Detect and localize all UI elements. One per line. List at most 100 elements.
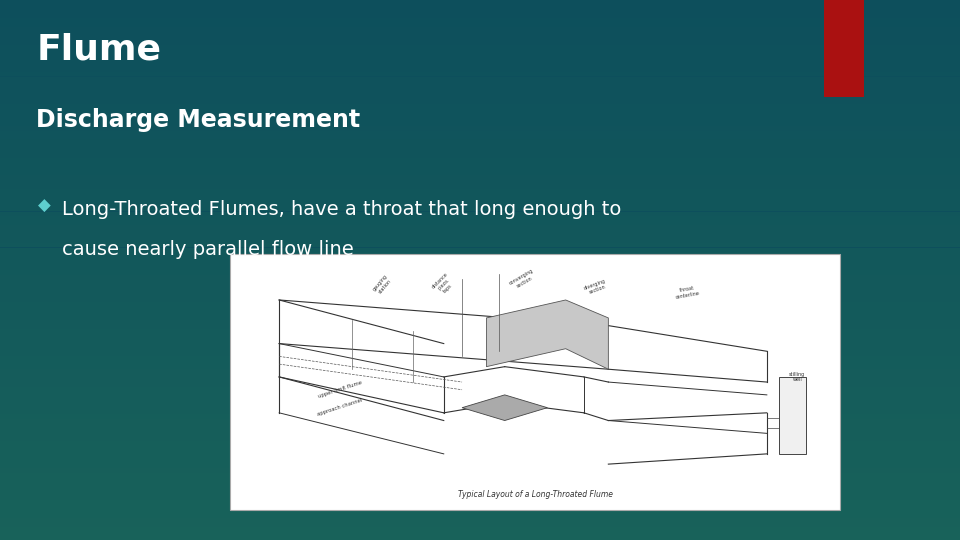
Bar — [0, 216, 960, 220]
Bar — [0, 509, 960, 513]
Bar — [0, 428, 960, 432]
Bar — [0, 243, 960, 247]
Bar — [0, 4, 960, 9]
Bar — [0, 162, 960, 166]
Bar — [0, 9, 960, 14]
Bar — [0, 225, 960, 229]
Bar — [0, 401, 960, 405]
Bar — [0, 176, 960, 180]
Text: upper limit flume: upper limit flume — [318, 380, 363, 399]
Bar — [0, 18, 960, 23]
Bar — [0, 392, 960, 396]
Bar — [0, 455, 960, 459]
Bar — [0, 355, 960, 360]
Bar — [0, 63, 960, 68]
Bar — [0, 139, 960, 144]
Bar — [0, 198, 960, 202]
Bar — [0, 526, 960, 531]
Bar — [0, 131, 960, 135]
Bar — [0, 482, 960, 486]
Text: Flume: Flume — [36, 32, 161, 66]
Text: stilling
well: stilling well — [789, 372, 805, 382]
Bar — [0, 117, 960, 122]
Bar — [824, 0, 864, 97]
Bar — [0, 342, 960, 347]
Bar — [0, 472, 960, 477]
Bar — [0, 284, 960, 288]
Bar — [0, 189, 960, 193]
Bar — [0, 261, 960, 266]
Bar — [0, 288, 960, 293]
Bar — [0, 293, 960, 297]
Bar — [0, 450, 960, 455]
Text: throat
centerline: throat centerline — [675, 285, 701, 300]
Bar — [0, 112, 960, 117]
Bar — [0, 220, 960, 225]
Text: Long-Throated Flumes, have a throat that long enough to: Long-Throated Flumes, have a throat that… — [62, 200, 622, 219]
Bar — [0, 45, 960, 50]
Bar — [0, 517, 960, 522]
Bar — [230, 254, 840, 510]
Bar — [0, 212, 960, 216]
Bar — [0, 36, 960, 40]
Bar — [0, 306, 960, 310]
Bar — [0, 40, 960, 45]
Bar — [0, 85, 960, 90]
Bar — [0, 148, 960, 153]
Bar — [0, 90, 960, 94]
Bar — [0, 108, 960, 112]
Bar — [0, 23, 960, 27]
Bar — [0, 486, 960, 490]
Text: Typical Layout of a Long-Throated Flume: Typical Layout of a Long-Throated Flume — [458, 490, 612, 500]
Bar — [0, 463, 960, 468]
Bar — [0, 27, 960, 31]
Bar — [0, 360, 960, 364]
Bar — [0, 230, 960, 234]
Bar — [0, 441, 960, 445]
Bar — [0, 328, 960, 333]
Bar — [0, 180, 960, 185]
Bar — [0, 536, 960, 540]
Bar — [0, 126, 960, 131]
Bar — [0, 144, 960, 148]
Bar — [0, 166, 960, 171]
Bar — [0, 333, 960, 338]
Polygon shape — [462, 395, 547, 421]
Text: ◆: ◆ — [38, 197, 51, 215]
Bar — [0, 459, 960, 463]
Bar — [0, 374, 960, 378]
Bar — [0, 193, 960, 198]
Bar — [0, 202, 960, 207]
Text: diverging
section: diverging section — [584, 278, 609, 296]
Bar — [0, 477, 960, 482]
Bar — [0, 364, 960, 369]
Bar — [0, 252, 960, 256]
Bar — [0, 297, 960, 301]
Bar — [0, 409, 960, 414]
Bar — [0, 500, 960, 504]
Bar — [0, 270, 960, 274]
Bar — [0, 310, 960, 315]
Bar — [0, 94, 960, 99]
Bar — [0, 68, 960, 72]
Bar — [0, 185, 960, 189]
Bar — [0, 99, 960, 104]
Bar — [0, 382, 960, 387]
Bar — [0, 301, 960, 306]
Bar — [0, 72, 960, 77]
Bar — [0, 490, 960, 495]
Text: cause nearly parallel flow line: cause nearly parallel flow line — [62, 240, 354, 259]
Bar — [0, 495, 960, 500]
Bar — [0, 369, 960, 374]
Bar — [0, 104, 960, 108]
Bar — [0, 531, 960, 536]
Text: approach channel: approach channel — [317, 398, 364, 417]
Polygon shape — [487, 300, 609, 369]
Bar — [0, 239, 960, 243]
Bar — [0, 387, 960, 392]
Bar — [0, 351, 960, 355]
Bar — [0, 320, 960, 324]
Bar — [0, 423, 960, 428]
Bar — [0, 378, 960, 382]
Bar — [0, 234, 960, 239]
